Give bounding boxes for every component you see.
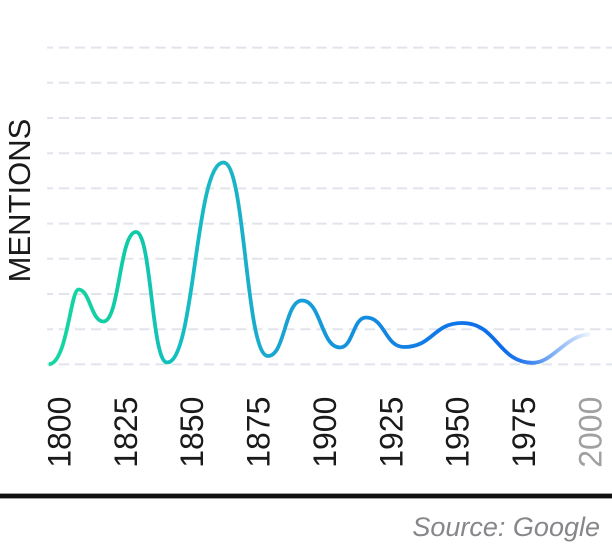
svg-text:1900: 1900 <box>307 397 343 468</box>
svg-text:1825: 1825 <box>108 397 144 468</box>
svg-text:1950: 1950 <box>440 397 476 468</box>
svg-text:1975: 1975 <box>506 397 542 468</box>
svg-text:MENTIONS: MENTIONS <box>2 119 37 283</box>
svg-text:Source: Google: Source: Google <box>412 512 600 542</box>
svg-text:2000: 2000 <box>572 397 608 468</box>
svg-text:1800: 1800 <box>42 397 78 468</box>
svg-text:1875: 1875 <box>241 397 277 468</box>
svg-text:1850: 1850 <box>174 397 210 468</box>
svg-text:1925: 1925 <box>373 397 409 468</box>
